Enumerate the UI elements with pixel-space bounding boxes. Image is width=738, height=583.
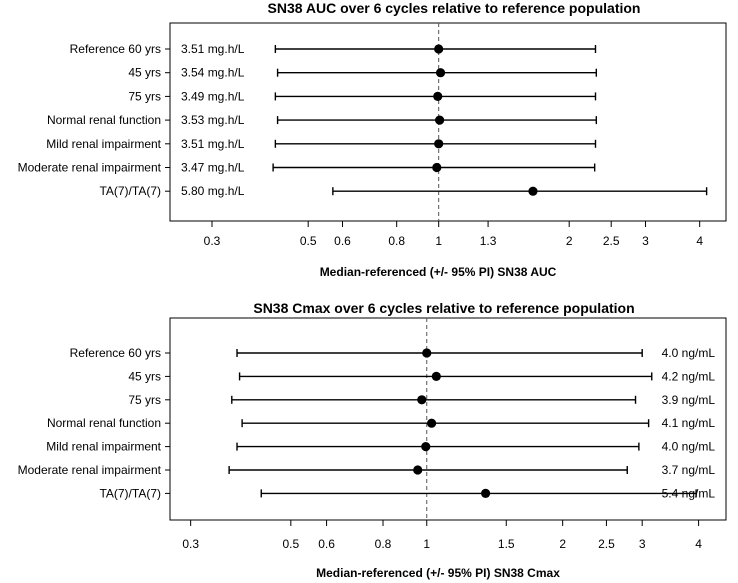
x-tick-label: 0.5 [300,234,317,248]
value-label: 4.2 ng/mL [662,369,716,383]
category-label: Moderate renal impairment [18,161,162,175]
panel-auc-rows: Reference 60 yrs 3.51 mg.h/L 45 yrs 3.54 mg… [18,42,708,198]
median-point [435,68,446,78]
value-label: 3.49 mg.h/L [181,89,245,103]
x-tick-label: 0.3 [204,234,221,248]
x-tick-label: 3 [642,234,649,248]
value-label: 3.54 mg.h/L [181,66,245,80]
x-tick-label: 0.5 [282,537,299,551]
median-point [434,44,444,54]
forest-row: Reference 60 yrs 4.0 ng/mL [70,346,716,360]
category-label: Normal renal function [47,113,161,127]
forest-row: Moderate renal impairment 3.47 mg.h/L [18,161,596,175]
value-label: 4.0 ng/mL [662,346,716,360]
median-point [431,371,441,381]
forest-row: Normal renal function 4.1 ng/mL [47,416,715,430]
category-label: TA(7)/TA(7) [99,184,161,198]
category-label: Mild renal impairment [46,440,161,454]
forest-row: Reference 60 yrs 3.51 mg.h/L [70,42,597,56]
x-tick-label: 0.6 [334,234,351,248]
forest-row: Mild renal impairment 3.51 mg.h/L [46,137,597,151]
forest-row: 75 yrs 3.9 ng/mL [128,393,715,407]
category-label: Reference 60 yrs [70,346,161,360]
value-label: 3.51 mg.h/L [181,42,245,56]
forest-row: Mild renal impairment 4.0 ng/mL [46,440,715,454]
panel-auc-x-axis: 0.3 0.5 0.6 0.8 1 1.3 2 2.5 3 4 [204,221,703,248]
x-tick-label: 2 [566,234,573,248]
x-tick-label: 1 [435,234,442,248]
median-point [426,418,437,428]
value-label: 3.51 mg.h/L [181,137,245,151]
panel-cmax: SN38 Cmax over 6 cycles relative to refe… [18,300,727,580]
median-point [433,91,443,101]
panel-auc-x-axis-label: Median-referenced (+/- 95% PI) SN38 AUC [320,265,557,279]
value-label: 3.7 ng/mL [662,463,716,477]
x-tick-label: 0.8 [375,537,392,551]
x-tick-label: 4 [695,537,702,551]
x-tick-label: 0.6 [318,537,335,551]
value-label: 5.4 ng/mL [662,486,716,500]
median-point [528,186,538,196]
forest-row: 45 yrs 4.2 ng/mL [128,369,715,383]
forest-row: TA(7)/TA(7) 5.4 ng/mL [99,486,715,500]
value-label: 3.9 ng/mL [662,393,716,407]
x-tick-label: 3 [639,537,646,551]
value-label: 3.47 mg.h/L [181,161,245,175]
median-point [435,115,445,125]
x-tick-label: 1 [423,537,430,551]
value-label: 3.53 mg.h/L [181,113,245,127]
category-label: Normal renal function [47,416,161,430]
x-tick-label: 0.8 [388,234,405,248]
x-tick-label: 2.5 [603,234,620,248]
panel-auc-plot-box [169,22,727,222]
panel-cmax-rows: Reference 60 yrs 4.0 ng/mL 45 yrs 4.2 ng/mL… [18,346,716,500]
median-point [413,465,423,475]
panel-cmax-x-axis: 0.3 0.5 0.6 0.8 1 1.5 2 2.5 3 4 [182,520,702,551]
median-point [434,139,444,149]
forest-row: Moderate renal impairment 3.7 ng/mL [18,463,716,477]
value-label: 4.0 ng/mL [662,440,716,454]
median-point [432,162,442,173]
panel-cmax-plot-box [169,317,727,521]
category-label: Moderate renal impairment [18,463,162,477]
category-label: TA(7)/TA(7) [99,486,161,500]
panel-auc: SN38 AUC over 6 cycles relative to refer… [18,0,727,279]
forest-row: Normal renal function 3.53 mg.h/L [47,113,598,127]
x-tick-label: 2.5 [598,537,615,551]
x-tick-label: 0.3 [182,537,199,551]
forest-row: 75 yrs 3.49 mg.h/L [128,89,597,103]
median-point [421,442,431,452]
category-label: 75 yrs [128,89,161,103]
median-point [417,395,427,405]
panel-cmax-title: SN38 Cmax over 6 cycles relative to refe… [253,300,634,316]
value-label: 4.1 ng/mL [662,416,716,430]
category-label: 45 yrs [128,66,161,80]
x-tick-label: 2 [559,537,566,551]
value-label: 5.80 mg.h/L [181,184,245,198]
x-tick-label: 1.3 [480,234,497,248]
category-label: 75 yrs [128,393,161,407]
forest-row: 45 yrs 3.54 mg.h/L [128,66,598,80]
forest-row: TA(7)/TA(7) 5.80 mg.h/L [99,184,708,198]
x-tick-label: 1.5 [498,537,515,551]
category-label: 45 yrs [128,369,161,383]
median-point [480,488,491,498]
median-point [422,348,432,358]
panel-cmax-x-axis-label: Median-referenced (+/- 95% PI) SN38 Cmax [316,566,560,580]
category-label: Mild renal impairment [46,137,161,151]
category-label: Reference 60 yrs [70,42,161,56]
x-tick-label: 4 [696,234,703,248]
panel-auc-title: SN38 AUC over 6 cycles relative to refer… [268,0,641,16]
